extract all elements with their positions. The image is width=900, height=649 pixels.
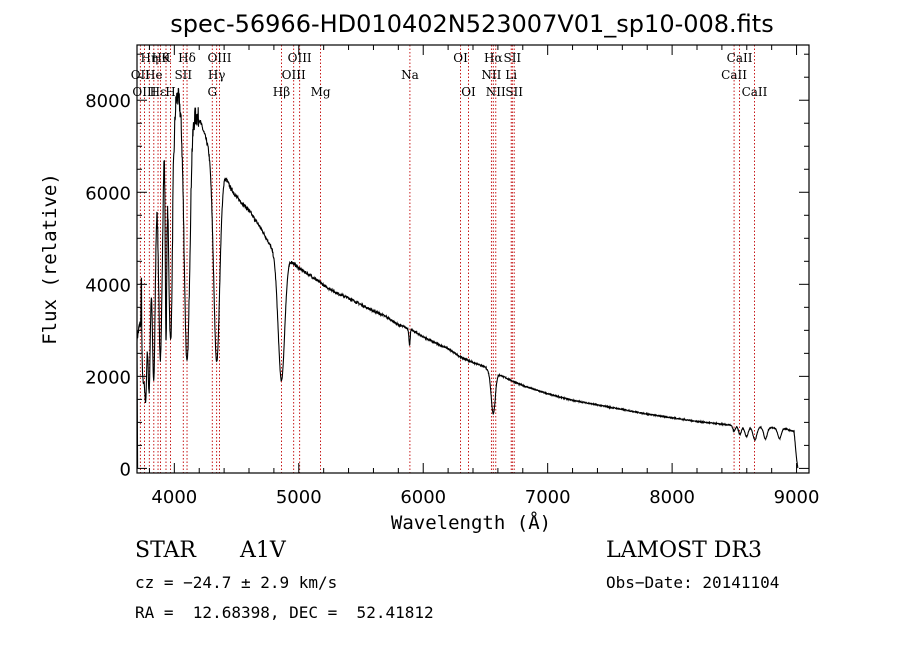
line-marker-label: SII xyxy=(503,51,521,65)
line-marker-label: Hε xyxy=(150,85,167,99)
x-tick-label: 4000 xyxy=(151,487,197,508)
line-marker-label: SII xyxy=(174,68,192,82)
line-marker-label: Hη xyxy=(140,51,158,65)
x-tick-label: 5000 xyxy=(276,487,322,508)
line-marker-label: Hγ xyxy=(208,68,226,82)
line-marker-label: OI xyxy=(453,51,468,65)
spectrum-line xyxy=(136,87,799,469)
axis-tick-labels: 4000 5000 6000 7000 8000 9000 0 2000 4000 6000 800… xyxy=(85,91,819,508)
line-marker-label: H xyxy=(165,85,175,99)
observation-date: Obs−Date: 20141104 xyxy=(606,573,780,592)
survey-name: LAMOST DR3 xyxy=(606,538,762,563)
axis-ticks xyxy=(137,45,809,473)
chart-title: spec-56966-HD010402N523007V01_sp10-008.f… xyxy=(170,10,773,38)
line-marker-label: CaII xyxy=(727,51,753,65)
plot-frame xyxy=(136,44,810,474)
line-markers xyxy=(139,45,755,473)
line-marker-label: Na xyxy=(401,68,419,82)
line-marker-label: OI xyxy=(461,85,476,99)
x-tick-label: 9000 xyxy=(774,487,820,508)
object-class: STAR xyxy=(135,538,196,563)
x-tick-label: 6000 xyxy=(400,487,446,508)
line-marker-label: Hθ xyxy=(152,51,170,65)
spectrum-series xyxy=(136,87,799,469)
line-marker-label: OII xyxy=(131,68,151,82)
y-axis-label: Flux (relative) xyxy=(39,173,61,345)
line-marker-label: Li xyxy=(505,68,517,82)
x-tick-label: 7000 xyxy=(525,487,571,508)
x-tick-label: 8000 xyxy=(649,487,695,508)
line-marker-label: NII xyxy=(486,85,506,99)
line-marker-label: K xyxy=(162,51,172,65)
line-marker-labels: OII OIII Hη He Hε HθK H SII Hδ G Hγ OIII Hβ OIII OIII M… xyxy=(131,51,768,99)
line-marker-label: OIII xyxy=(282,68,306,82)
x-axis-label: Wavelength (Å) xyxy=(391,511,551,534)
line-marker-label: OIII xyxy=(207,51,231,65)
y-tick-label: 4000 xyxy=(85,275,131,296)
line-marker-label: OIII xyxy=(132,85,156,99)
y-tick-label: 0 xyxy=(120,459,131,480)
line-marker-label: CaII xyxy=(742,85,768,99)
redshift-velocity: cz = −24.7 ± 2.9 km/s xyxy=(135,573,338,592)
y-tick-label: 6000 xyxy=(85,183,131,204)
y-tick-label: 2000 xyxy=(85,367,131,388)
object-subclass: A1V xyxy=(240,538,286,563)
line-marker-label: SII xyxy=(505,85,523,99)
line-marker-label: He xyxy=(145,68,163,82)
line-marker-label: OIII xyxy=(288,51,312,65)
line-marker-label: G xyxy=(207,85,217,99)
line-marker-label: Mg xyxy=(311,85,331,99)
line-marker-label: Hβ xyxy=(273,85,290,99)
y-tick-label: 8000 xyxy=(85,91,131,112)
sky-coordinates: RA = 12.68398, DEC = 52.41812 xyxy=(135,603,434,622)
line-marker-label: CaII xyxy=(721,68,747,82)
line-marker-label: NII xyxy=(481,68,501,82)
line-marker-label: Hδ xyxy=(178,51,196,65)
line-marker-label: Hα xyxy=(484,51,503,65)
